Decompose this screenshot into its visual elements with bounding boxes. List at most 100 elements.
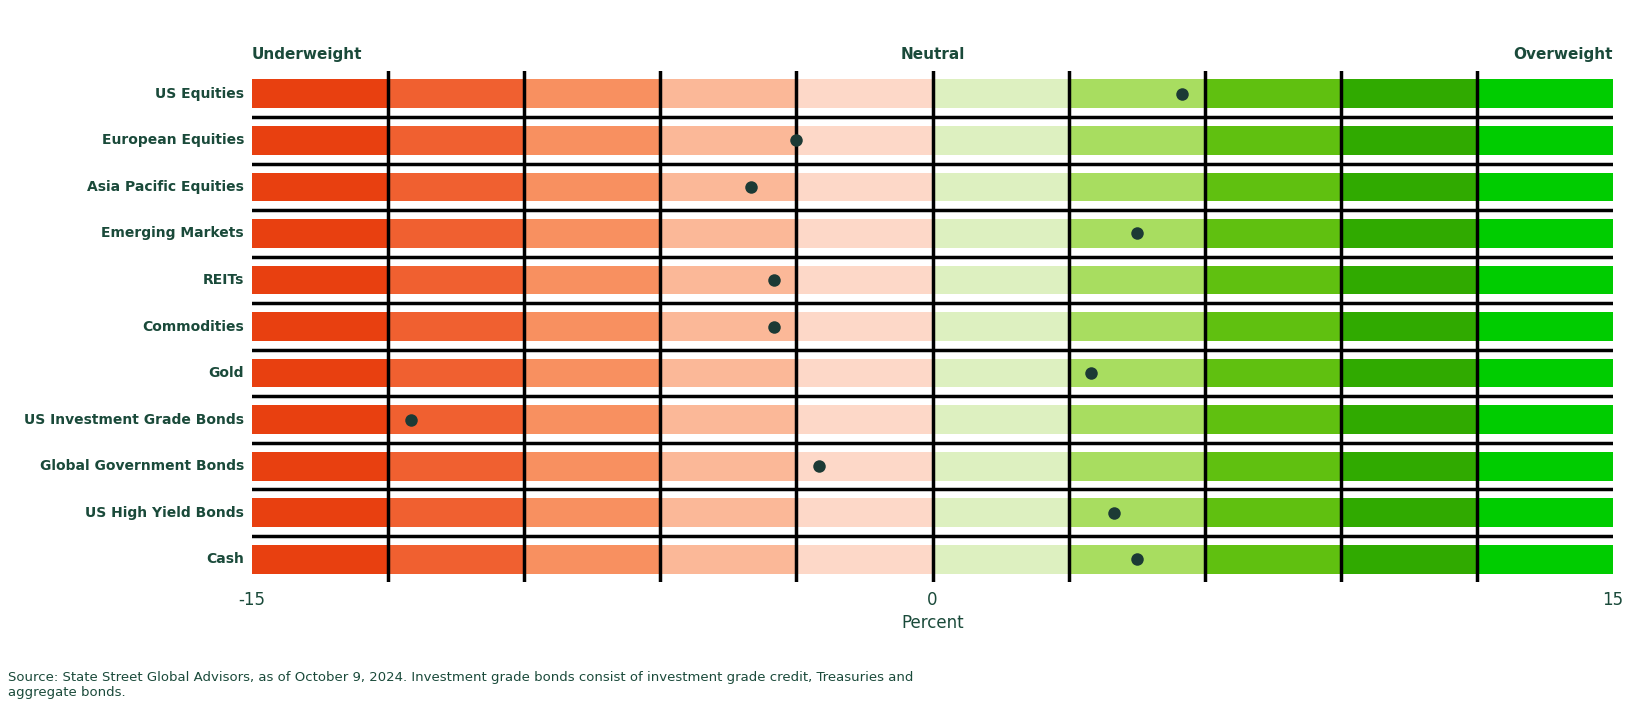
Bar [1341,405,1476,434]
Text: US High Yield Bonds: US High Yield Bonds [85,505,244,520]
Bar [1205,219,1341,248]
Bar [1068,545,1205,573]
Bar [933,452,1068,481]
Bar [1205,312,1341,341]
Bar [1205,265,1341,294]
Bar [660,405,797,434]
Bar [252,405,389,434]
Bar [389,126,524,155]
Bar [389,172,524,201]
Bar [933,498,1068,527]
Bar [1476,80,1613,108]
Bar [524,545,660,573]
Bar [252,126,389,155]
Bar [389,545,524,573]
Text: Underweight: Underweight [252,47,363,62]
Bar [524,265,660,294]
Bar [797,545,933,573]
Bar [524,80,660,108]
Bar [524,312,660,341]
Text: REITs: REITs [203,273,244,287]
Bar [524,498,660,527]
Bar [1341,359,1476,388]
Bar [933,405,1068,434]
Text: US Equities: US Equities [154,87,244,101]
Bar [1476,359,1613,388]
Bar [1341,498,1476,527]
Bar [797,219,933,248]
Bar [1205,172,1341,201]
Bar [524,126,660,155]
Bar [933,359,1068,388]
Bar [660,545,797,573]
Bar [252,172,389,201]
Bar [797,359,933,388]
Bar [660,219,797,248]
Bar [1068,452,1205,481]
Text: US Investment Grade Bonds: US Investment Grade Bonds [24,412,244,426]
Bar [1068,80,1205,108]
Bar [1205,359,1341,388]
Text: Commodities: Commodities [141,320,244,333]
Bar [933,219,1068,248]
Bar [1341,265,1476,294]
Text: Asia Pacific Equities: Asia Pacific Equities [88,180,244,194]
Bar [389,312,524,341]
Bar [797,452,933,481]
Bar [933,80,1068,108]
Bar [1341,545,1476,573]
Text: Global Government Bonds: Global Government Bonds [39,459,244,473]
Bar [1476,172,1613,201]
Bar [1068,498,1205,527]
Bar [660,359,797,388]
Text: Emerging Markets: Emerging Markets [101,227,244,241]
Bar [252,359,389,388]
Bar [1341,172,1476,201]
Bar [389,359,524,388]
Bar [933,172,1068,201]
Bar [1068,172,1205,201]
X-axis label: Percent: Percent [901,614,964,633]
Bar [524,172,660,201]
Bar [524,405,660,434]
Bar [1205,498,1341,527]
Bar [524,219,660,248]
Bar [252,265,389,294]
Bar [1341,219,1476,248]
Bar [1341,452,1476,481]
Bar [660,498,797,527]
Bar [1068,312,1205,341]
Bar [660,265,797,294]
Bar [1205,80,1341,108]
Bar [933,312,1068,341]
Bar [1341,126,1476,155]
Bar [1068,265,1205,294]
Bar [1205,126,1341,155]
Bar [524,452,660,481]
Bar [389,219,524,248]
Bar [797,172,933,201]
Bar [660,452,797,481]
Bar [1068,126,1205,155]
Bar [1205,545,1341,573]
Text: Source: State Street Global Advisors, as of October 9, 2024. Investment grade bo: Source: State Street Global Advisors, as… [8,671,914,699]
Bar [252,80,389,108]
Bar [1476,126,1613,155]
Bar [660,312,797,341]
Bar [252,219,389,248]
Text: Cash: Cash [207,552,244,566]
Bar [797,265,933,294]
Bar [389,405,524,434]
Bar [1476,452,1613,481]
Bar [389,498,524,527]
Bar [797,80,933,108]
Bar [252,545,389,573]
Bar [1341,312,1476,341]
Bar [660,172,797,201]
Bar [252,498,389,527]
Bar [797,126,933,155]
Bar [1476,312,1613,341]
Text: European Equities: European Equities [101,133,244,148]
Bar [933,545,1068,573]
Bar [389,452,524,481]
